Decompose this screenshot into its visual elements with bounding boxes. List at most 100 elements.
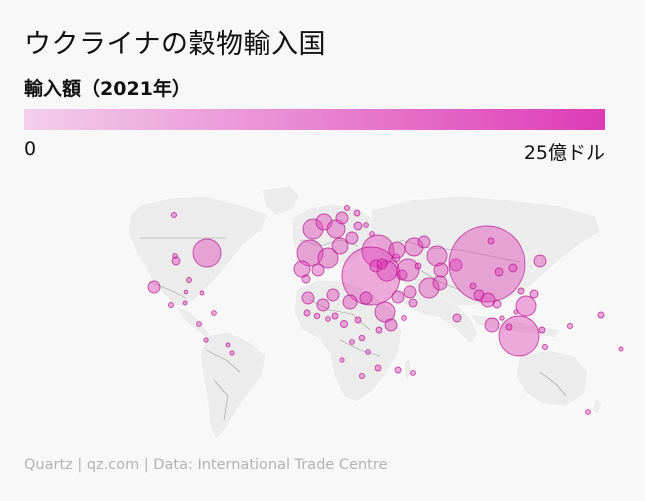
source-note: Quartz | qz.com | Data: International Tr… (24, 457, 388, 473)
bubble-usa-east (172, 253, 178, 259)
bubble-japan (508, 263, 518, 273)
bubble-kamchatka (533, 254, 547, 268)
bubble-tunisia (326, 288, 340, 302)
bubble-greece (363, 222, 369, 228)
legend-color-bar (24, 109, 605, 130)
bubble-france (317, 247, 339, 269)
legend-min-label: 0 (24, 138, 37, 160)
bubble-small-america-1 (183, 289, 189, 295)
bubble-germany (335, 211, 349, 225)
bubble-senegal (313, 312, 321, 320)
bubble-morocco (301, 291, 315, 305)
bubble-new-zealand (585, 409, 591, 415)
bubble-syria (376, 258, 388, 270)
bubble-ethiopia (374, 301, 396, 323)
bubble-peru (203, 337, 209, 343)
bubble-small-asia-2 (499, 315, 505, 321)
bubble-guam (597, 311, 605, 319)
bubble-saudi-arabia (403, 285, 417, 299)
bubble-afghanistan (418, 277, 440, 299)
bubble-hong-kong (517, 287, 525, 295)
bubble-mauritius (410, 370, 416, 376)
bubble-lebanon (369, 259, 383, 273)
bubble-brazil (225, 342, 231, 348)
bubble-mexico (147, 280, 161, 294)
bubble-south-africa (358, 372, 366, 380)
central-america-shape (175, 305, 211, 339)
bubble-china (448, 225, 526, 303)
bubble-mali (325, 316, 331, 322)
japan-shape (525, 249, 541, 273)
world-map (127, 185, 624, 441)
bubble-chad (354, 316, 362, 324)
bubble-italy (331, 237, 349, 255)
bubble-kenya (384, 318, 398, 332)
bubble-nigeria (331, 312, 339, 320)
bubble-guatemala (168, 302, 174, 308)
bubble-madagascar (394, 366, 402, 374)
bubble-azerbaijan (417, 235, 431, 249)
bubble-singapore (505, 323, 513, 331)
bubble-czechia (343, 204, 351, 212)
bubble-djibouti (401, 315, 407, 321)
bubble-congo (349, 339, 355, 345)
bubble-turkmenistan (433, 262, 449, 278)
bubble-spain (302, 218, 324, 240)
bubble-vietnam (492, 299, 502, 309)
bubble-brunei (538, 326, 546, 334)
bubble-kazakhstan (396, 258, 420, 282)
bubble-pakistan (432, 275, 448, 291)
bubble-chile (229, 350, 235, 356)
bubble-libya (342, 294, 358, 310)
north-america-shape (127, 195, 269, 307)
bubble-norway (353, 209, 361, 217)
bubble-armenia (414, 262, 422, 270)
madagascar-shape (403, 357, 413, 383)
bubble-papua (566, 322, 574, 330)
bubble-mauritania (303, 309, 311, 317)
bubble-tanzania (375, 326, 383, 334)
bubble-cuba (199, 290, 205, 296)
bubble-mongolia (487, 237, 495, 245)
bubble-bangladesh (469, 282, 477, 290)
bubble-indonesia (498, 315, 540, 357)
bubble-portugal (293, 260, 311, 278)
bubble-caribbean (186, 277, 192, 283)
bubble-panama (182, 300, 188, 306)
new-zealand-shape (591, 397, 603, 415)
bubble-colombia (196, 321, 202, 327)
bubble-georgia (404, 237, 424, 257)
bubble-cameroon (340, 320, 348, 328)
bubble-venezuela (211, 310, 217, 316)
bubble-eritrea (391, 290, 405, 304)
bubble-uzbekistan (426, 245, 448, 267)
bubble-north-america-small (171, 256, 181, 266)
bubble-malaysia (484, 317, 500, 333)
bubble-small-asia-1 (513, 309, 519, 315)
bubble-korea (494, 267, 504, 277)
bubble-belgium (311, 263, 325, 277)
bubble-canada (170, 211, 178, 219)
bubble-sudan (359, 291, 373, 305)
bubble-north-america-large (192, 238, 222, 268)
bubble-uganda (358, 334, 366, 342)
australia-shape (515, 349, 589, 407)
bubble-philippines (515, 295, 537, 317)
bubble-india (449, 258, 463, 272)
bubble-uk (315, 213, 333, 231)
bubble-yemen (408, 298, 418, 308)
bubble-algeria (316, 298, 330, 312)
bubble-thailand (480, 292, 496, 308)
bubble-europe-west (296, 239, 324, 267)
bubble-zambia (365, 349, 371, 355)
chart-title: ウクライナの穀物輸入国 (24, 29, 326, 60)
bubble-pacific (618, 346, 624, 352)
bubble-poland (345, 231, 359, 245)
bubble-ireland (301, 274, 311, 284)
import-bubbles (147, 204, 624, 415)
legend-title: 輸入額（2021年） (24, 78, 191, 100)
bubble-taiwan (529, 289, 539, 299)
bubble-east-timor (541, 343, 549, 351)
bubble-iran (388, 241, 406, 259)
legend-max-label: 25億ドル (523, 142, 605, 164)
